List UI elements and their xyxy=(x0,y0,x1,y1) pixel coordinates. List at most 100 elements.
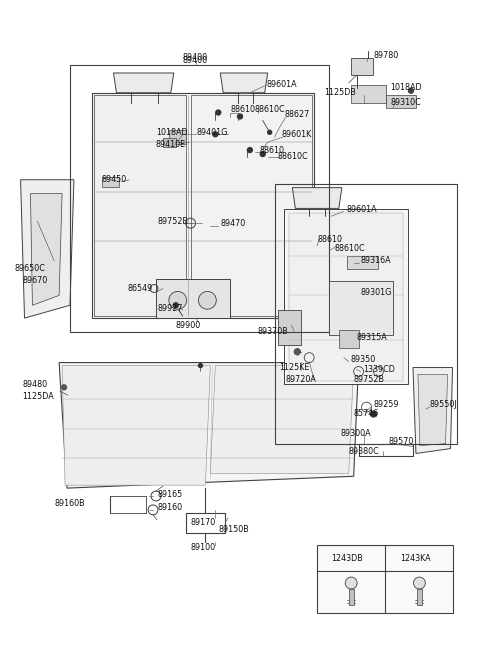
Text: 1125DA: 1125DA xyxy=(23,392,54,401)
Bar xyxy=(70,65,329,332)
Polygon shape xyxy=(62,365,210,485)
Text: 89259: 89259 xyxy=(373,400,399,409)
Bar xyxy=(329,280,393,335)
Text: 89301G: 89301G xyxy=(360,288,392,297)
Text: 89170: 89170 xyxy=(191,518,216,527)
Text: 89310C: 89310C xyxy=(390,98,421,107)
Text: 88627: 88627 xyxy=(285,110,310,119)
Text: 1243DB: 1243DB xyxy=(331,553,362,563)
Circle shape xyxy=(199,291,216,309)
Text: 86549: 86549 xyxy=(127,284,153,293)
Text: 89410E: 89410E xyxy=(156,140,186,149)
Text: 89380C: 89380C xyxy=(349,447,380,456)
Text: 89780: 89780 xyxy=(373,50,399,60)
Text: 89601A: 89601A xyxy=(267,81,297,89)
Polygon shape xyxy=(220,73,268,93)
Circle shape xyxy=(260,151,265,157)
Text: 89315A: 89315A xyxy=(357,333,387,343)
Circle shape xyxy=(268,130,272,134)
Bar xyxy=(186,513,225,533)
Circle shape xyxy=(199,364,203,367)
Text: 89900: 89900 xyxy=(176,320,201,329)
Text: 89160B: 89160B xyxy=(54,499,85,508)
Polygon shape xyxy=(277,310,301,345)
Text: 89100: 89100 xyxy=(191,543,216,552)
Circle shape xyxy=(345,577,357,589)
Text: 89350: 89350 xyxy=(351,355,376,364)
Circle shape xyxy=(294,348,300,354)
Text: 88610C: 88610C xyxy=(335,244,365,253)
Text: 89752B: 89752B xyxy=(354,375,384,384)
Polygon shape xyxy=(92,93,314,318)
Text: 88610: 88610 xyxy=(317,234,342,244)
Text: 1125KE: 1125KE xyxy=(279,363,310,372)
Bar xyxy=(275,183,457,443)
Text: 89601A: 89601A xyxy=(347,205,377,214)
Text: 85746: 85746 xyxy=(354,409,379,419)
Circle shape xyxy=(61,385,67,390)
Polygon shape xyxy=(30,194,62,305)
Text: 89165: 89165 xyxy=(158,489,183,498)
Text: 89480: 89480 xyxy=(23,380,48,389)
Bar xyxy=(349,589,354,605)
Text: 89752B: 89752B xyxy=(158,217,189,226)
Circle shape xyxy=(213,132,218,137)
Text: 89370B: 89370B xyxy=(258,328,288,337)
Text: 89650C: 89650C xyxy=(14,264,46,273)
Polygon shape xyxy=(113,73,174,93)
Polygon shape xyxy=(21,179,74,318)
Text: 1125DB: 1125DB xyxy=(324,88,356,97)
Circle shape xyxy=(247,147,252,153)
Text: 89927: 89927 xyxy=(158,304,183,312)
Polygon shape xyxy=(156,278,230,318)
Polygon shape xyxy=(94,95,186,316)
Text: 89450: 89450 xyxy=(102,176,127,184)
Text: 89400: 89400 xyxy=(183,52,208,62)
Text: 89601K: 89601K xyxy=(281,130,312,139)
Polygon shape xyxy=(351,58,373,75)
Polygon shape xyxy=(413,367,453,453)
Polygon shape xyxy=(169,130,186,144)
Text: 1339CD: 1339CD xyxy=(363,365,396,374)
Text: 89150B: 89150B xyxy=(218,525,249,534)
Polygon shape xyxy=(102,177,120,187)
Polygon shape xyxy=(351,85,386,103)
Circle shape xyxy=(413,577,425,589)
Polygon shape xyxy=(191,95,312,316)
Circle shape xyxy=(408,88,413,93)
Text: 89400: 89400 xyxy=(183,56,208,65)
Text: 88610C: 88610C xyxy=(277,153,308,162)
Text: 89160: 89160 xyxy=(158,504,183,512)
Polygon shape xyxy=(163,138,176,147)
Text: 89470: 89470 xyxy=(220,219,245,228)
Polygon shape xyxy=(289,214,403,381)
Text: 88610C: 88610C xyxy=(255,105,286,114)
Bar xyxy=(317,546,454,612)
Text: 1243KA: 1243KA xyxy=(401,553,431,563)
Text: 89720A: 89720A xyxy=(286,375,316,384)
Polygon shape xyxy=(285,210,408,384)
Circle shape xyxy=(238,114,242,119)
Circle shape xyxy=(169,291,187,309)
Text: 88610: 88610 xyxy=(230,105,255,114)
Text: 1018AD: 1018AD xyxy=(156,128,188,137)
Polygon shape xyxy=(347,256,378,269)
Circle shape xyxy=(371,411,376,417)
Polygon shape xyxy=(210,365,354,474)
Text: 89401G: 89401G xyxy=(196,128,228,137)
Text: 89570: 89570 xyxy=(388,437,414,446)
Polygon shape xyxy=(386,95,416,107)
Circle shape xyxy=(216,110,221,115)
Text: 89316A: 89316A xyxy=(360,256,391,265)
Polygon shape xyxy=(59,363,359,488)
Text: 89550J: 89550J xyxy=(430,400,457,409)
Text: 89300A: 89300A xyxy=(341,429,372,438)
Text: 89670: 89670 xyxy=(23,276,48,285)
Bar xyxy=(417,589,422,605)
Bar xyxy=(339,330,359,348)
Polygon shape xyxy=(418,375,447,445)
Text: 88610: 88610 xyxy=(260,145,285,155)
Polygon shape xyxy=(292,187,342,208)
Circle shape xyxy=(173,303,178,308)
Text: 1018AD: 1018AD xyxy=(390,83,422,92)
